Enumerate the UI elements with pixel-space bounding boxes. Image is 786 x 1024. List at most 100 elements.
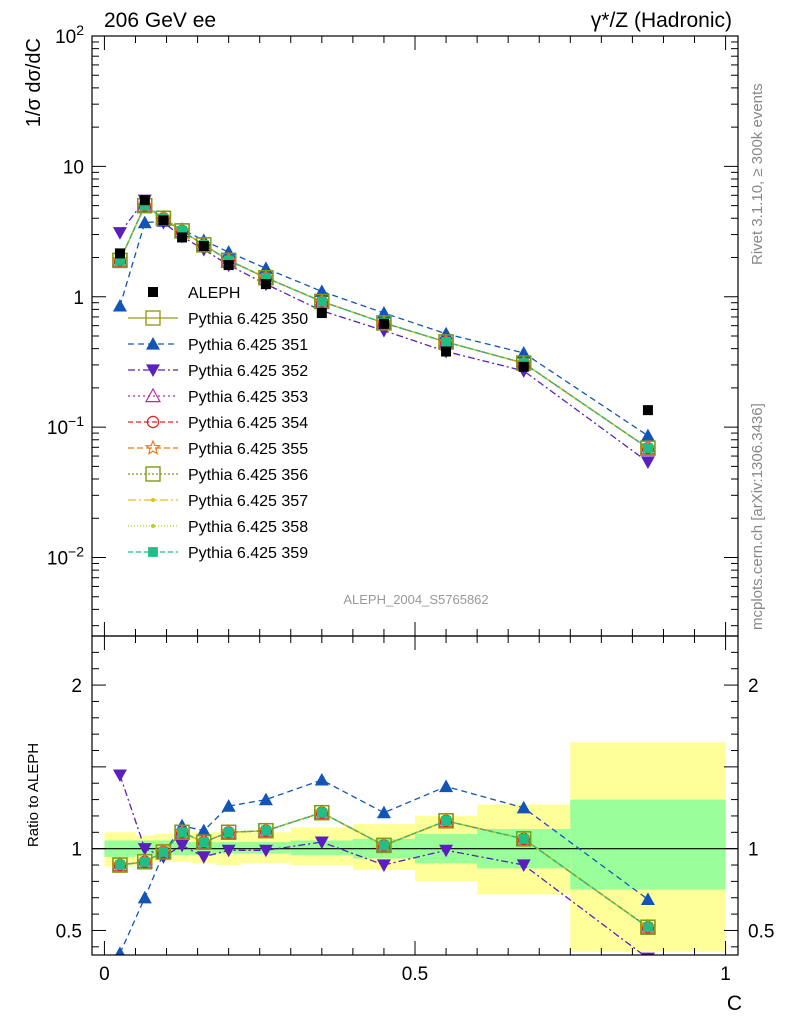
ratio-point-9 bbox=[115, 860, 125, 870]
series-point-1 bbox=[439, 326, 454, 340]
ratio-y-tick-label: 0.5 bbox=[56, 921, 82, 942]
ratio-point-2 bbox=[376, 859, 391, 873]
legend-label: Pythia 6.425 352 bbox=[188, 363, 308, 380]
ratio-point-9 bbox=[316, 807, 327, 818]
legend-label: Pythia 6.425 351 bbox=[188, 337, 308, 354]
series-point-9 bbox=[261, 272, 271, 283]
ratio-point-1 bbox=[376, 805, 391, 819]
data-point bbox=[316, 308, 327, 319]
ratio-point-9 bbox=[379, 840, 389, 851]
ratio-y-tick-label: 2 bbox=[71, 676, 82, 697]
main-panel: 102 10 1 10−1 10−2 ALEPH Pythia 6.425 350 Pythi… bbox=[47, 22, 739, 637]
ratio-point-6 bbox=[174, 824, 190, 841]
legend-marker bbox=[146, 364, 160, 377]
legend-label: Pythia 6.425 358 bbox=[188, 519, 308, 536]
main-y-tick-label: 1 bbox=[73, 288, 84, 309]
legend-marker bbox=[151, 498, 155, 502]
legend-marker bbox=[144, 439, 162, 455]
series-point-6 bbox=[196, 237, 212, 253]
ratio-point-9 bbox=[139, 856, 150, 867]
ratio-frame bbox=[91, 635, 739, 956]
series-point-9 bbox=[316, 296, 327, 307]
series-point-1 bbox=[112, 298, 127, 312]
legend-marker bbox=[145, 466, 161, 482]
legend-marker bbox=[148, 547, 158, 557]
ratio-point-2 bbox=[112, 769, 127, 783]
ratio-point-2 bbox=[314, 836, 329, 850]
data-point bbox=[642, 405, 653, 416]
ratio-point-2 bbox=[137, 843, 152, 856]
ratio-band-group bbox=[92, 742, 738, 955]
ratio-point-6 bbox=[314, 804, 330, 821]
ratio-y-tick-label-right: 0.5 bbox=[748, 921, 774, 942]
ratio-point-6 bbox=[155, 844, 172, 860]
ratio-point-9 bbox=[158, 847, 169, 857]
ratio-point-1 bbox=[196, 823, 211, 837]
ratio-point-6 bbox=[137, 854, 153, 870]
series-point-9 bbox=[177, 225, 187, 236]
legend-label: Pythia 6.425 356 bbox=[188, 467, 308, 484]
ratio-y-tick-label: 1 bbox=[71, 840, 82, 861]
ratio-point-1 bbox=[314, 772, 329, 786]
legend-label: Pythia 6.425 354 bbox=[188, 415, 308, 432]
series-point-9 bbox=[643, 443, 653, 454]
ratio-point-1 bbox=[137, 890, 152, 904]
rivet-label: Rivet 3.1.10, ≥ 300k events bbox=[749, 83, 766, 265]
x-tick-label: 1 bbox=[720, 964, 731, 985]
legend-marker bbox=[151, 524, 155, 528]
series-point-6 bbox=[376, 315, 392, 331]
mcplots-label: mcplots.cern.ch [arXiv:1306.3436] bbox=[749, 403, 766, 630]
series-line-9 bbox=[119, 204, 649, 449]
series-point-1 bbox=[640, 428, 655, 442]
legend-label: Pythia 6.425 359 bbox=[188, 545, 308, 562]
data-point bbox=[223, 260, 234, 271]
main-y-tick-label: 10−2 bbox=[47, 544, 84, 570]
ratio-point-6 bbox=[196, 834, 212, 850]
legend-marker bbox=[146, 415, 160, 429]
data-point bbox=[139, 195, 150, 206]
header-right: γ*/Z (Hadronic) bbox=[591, 9, 732, 32]
ratio-point-2 bbox=[439, 844, 454, 858]
series-point-6 bbox=[640, 440, 656, 456]
series-point-2 bbox=[640, 456, 655, 470]
series-point-2 bbox=[112, 227, 127, 240]
ratio-point-1 bbox=[439, 779, 454, 793]
legend-marker bbox=[144, 387, 162, 403]
ratio-point-1 bbox=[516, 800, 531, 814]
ratio-point-6 bbox=[640, 919, 656, 935]
ratio-point-1 bbox=[221, 799, 236, 812]
data-point bbox=[378, 318, 389, 329]
data-point bbox=[441, 346, 452, 357]
ratio-y-tick-label-right: 1 bbox=[748, 840, 759, 861]
ratio-point-1 bbox=[115, 946, 125, 955]
ratio-point-9 bbox=[643, 922, 653, 933]
legend-label: Pythia 6.425 357 bbox=[188, 493, 308, 510]
ratio-point-9 bbox=[177, 827, 187, 838]
legend-label: Pythia 6.425 353 bbox=[188, 389, 308, 406]
legend-label: Pythia 6.425 355 bbox=[188, 441, 308, 458]
series-point-9 bbox=[139, 200, 150, 211]
ratio-point-6 bbox=[220, 824, 237, 841]
data-point bbox=[198, 241, 209, 252]
x-tick-label: 0 bbox=[99, 964, 110, 985]
legend-label: Pythia 6.425 350 bbox=[188, 311, 308, 328]
main-y-tick-label: 10−1 bbox=[47, 413, 84, 439]
data-point bbox=[158, 215, 169, 226]
ratio-point-1 bbox=[640, 892, 655, 905]
ratio-point-2 bbox=[196, 851, 211, 864]
header-left: 206 GeV ee bbox=[104, 9, 216, 32]
series-point-1 bbox=[137, 215, 152, 229]
ratio-y-tick-label-right: 2 bbox=[748, 676, 759, 697]
main-y-tick-label: 102 bbox=[55, 22, 84, 48]
ratio-y-axis-label: Ratio to ALEPH bbox=[25, 743, 42, 847]
ratio-point-6 bbox=[376, 837, 392, 854]
main-y-tick-label: 10 bbox=[63, 157, 84, 178]
ratio-point-6 bbox=[258, 822, 274, 839]
main-y-axis-label: 1/σ dσ/dC bbox=[23, 38, 45, 127]
data-point bbox=[518, 361, 529, 372]
legend-marker bbox=[148, 287, 158, 297]
data-point bbox=[177, 232, 188, 243]
legend-label: ALEPH bbox=[188, 285, 240, 302]
ratio-point-9 bbox=[223, 827, 234, 838]
